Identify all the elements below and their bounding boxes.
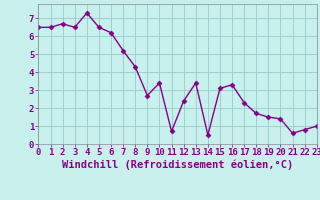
- X-axis label: Windchill (Refroidissement éolien,°C): Windchill (Refroidissement éolien,°C): [62, 160, 293, 170]
